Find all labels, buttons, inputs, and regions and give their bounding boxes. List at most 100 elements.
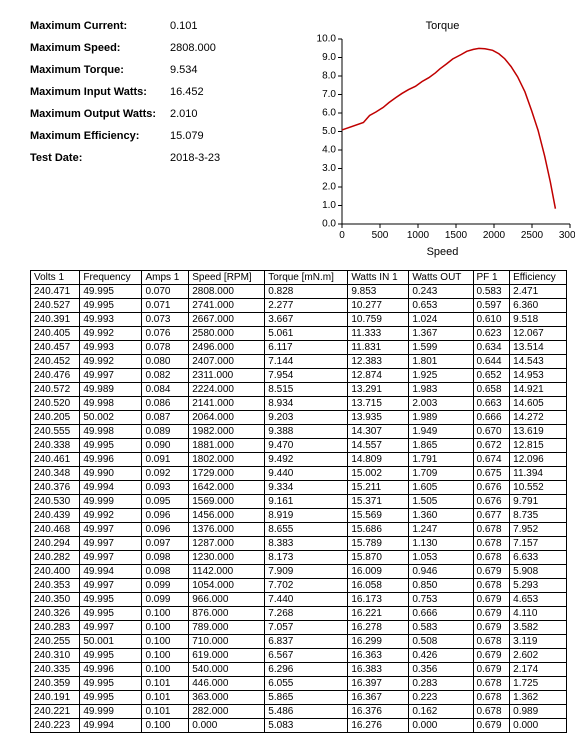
table-cell: 7.057 — [265, 621, 348, 635]
table-cell: 49.997 — [80, 551, 142, 565]
table-cell: 49.997 — [80, 579, 142, 593]
table-cell: 446.000 — [189, 677, 265, 691]
table-row: 240.35349.9970.0991054.0007.70216.0580.8… — [31, 579, 567, 593]
table-cell: 240.555 — [31, 425, 80, 439]
table-cell: 6.360 — [510, 299, 567, 313]
table-cell: 49.995 — [80, 649, 142, 663]
table-cell: 1569.000 — [189, 495, 265, 509]
table-cell: 49.997 — [80, 523, 142, 537]
table-cell: 16.278 — [348, 621, 409, 635]
table-cell: 0.000 — [189, 719, 265, 733]
table-cell: 9.334 — [265, 481, 348, 495]
table-cell: 0.676 — [473, 481, 510, 495]
table-cell: 1230.000 — [189, 551, 265, 565]
table-cell: 0.093 — [142, 481, 189, 495]
table-cell: 1.247 — [409, 523, 473, 537]
table-cell: 2.471 — [510, 285, 567, 299]
table-cell: 7.268 — [265, 607, 348, 621]
table-cell: 0.679 — [473, 565, 510, 579]
table-cell: 10.759 — [348, 313, 409, 327]
table-cell: 1.865 — [409, 439, 473, 453]
table-cell: 14.272 — [510, 411, 567, 425]
table-cell: 0.070 — [142, 285, 189, 299]
table-cell: 16.383 — [348, 663, 409, 677]
table-row: 240.28249.9970.0981230.0008.17315.8701.0… — [31, 551, 567, 565]
table-cell: 3.667 — [265, 313, 348, 327]
table-cell: 240.221 — [31, 705, 80, 719]
table-cell: 1376.000 — [189, 523, 265, 537]
table-cell: 0.753 — [409, 593, 473, 607]
table-cell: 1.024 — [409, 313, 473, 327]
svg-text:8.0: 8.0 — [322, 71, 336, 82]
table-cell: 240.527 — [31, 299, 80, 313]
table-cell: 49.992 — [80, 355, 142, 369]
table-cell: 16.221 — [348, 607, 409, 621]
table-cell: 49.995 — [80, 607, 142, 621]
table-cell: 3.119 — [510, 635, 567, 649]
summary-label: Maximum Input Watts: — [30, 86, 170, 98]
table-cell: 8.934 — [265, 397, 348, 411]
table-cell: 6.567 — [265, 649, 348, 663]
table-cell: 16.367 — [348, 691, 409, 705]
table-cell: 240.255 — [31, 635, 80, 649]
table-cell: 0.092 — [142, 467, 189, 481]
table-cell: 6.633 — [510, 551, 567, 565]
table-cell: 0.162 — [409, 705, 473, 719]
table-cell: 2.174 — [510, 663, 567, 677]
table-cell: 10.277 — [348, 299, 409, 313]
column-header: Speed [RPM] — [189, 271, 265, 285]
table-cell: 12.096 — [510, 453, 567, 467]
table-cell: 8.919 — [265, 509, 348, 523]
table-cell: 49.995 — [80, 439, 142, 453]
table-cell: 0.828 — [265, 285, 348, 299]
table-cell: 0.098 — [142, 551, 189, 565]
table-cell: 0.678 — [473, 537, 510, 551]
table-cell: 13.715 — [348, 397, 409, 411]
table-cell: 0.653 — [409, 299, 473, 313]
column-header: Torque [mN.m] — [265, 271, 348, 285]
table-cell: 1.725 — [510, 677, 567, 691]
table-cell: 363.000 — [189, 691, 265, 705]
table-cell: 5.908 — [510, 565, 567, 579]
table-cell: 9.791 — [510, 495, 567, 509]
table-cell: 6.837 — [265, 635, 348, 649]
table-cell: 2741.000 — [189, 299, 265, 313]
table-cell: 0.090 — [142, 439, 189, 453]
table-cell: 0.100 — [142, 663, 189, 677]
table-cell: 11.333 — [348, 327, 409, 341]
table-cell: 13.514 — [510, 341, 567, 355]
table-cell: 0.100 — [142, 649, 189, 663]
table-cell: 1.925 — [409, 369, 473, 383]
table-cell: 9.492 — [265, 453, 348, 467]
table-cell: 0.652 — [473, 369, 510, 383]
table-cell: 0.658 — [473, 383, 510, 397]
table-cell: 50.001 — [80, 635, 142, 649]
table-cell: 0.679 — [473, 593, 510, 607]
table-cell: 1.605 — [409, 481, 473, 495]
summary-value: 0.101 — [170, 20, 198, 32]
table-cell: 2064.000 — [189, 411, 265, 425]
table-cell: 1.949 — [409, 425, 473, 439]
table-cell: 0.101 — [142, 691, 189, 705]
table-cell: 0.675 — [473, 467, 510, 481]
table-row: 240.46149.9960.0911802.0009.49214.8091.7… — [31, 453, 567, 467]
table-cell: 14.557 — [348, 439, 409, 453]
table-row: 240.52749.9950.0712741.0002.27710.2770.6… — [31, 299, 567, 313]
table-cell: 0.223 — [409, 691, 473, 705]
table-cell: 4.110 — [510, 607, 567, 621]
table-cell: 0.644 — [473, 355, 510, 369]
table-cell: 15.686 — [348, 523, 409, 537]
table-cell: 1729.000 — [189, 467, 265, 481]
table-cell: 15.002 — [348, 467, 409, 481]
table-row: 240.25550.0010.100710.0006.83716.2990.50… — [31, 635, 567, 649]
table-cell: 240.294 — [31, 537, 80, 551]
svg-text:2.0: 2.0 — [322, 182, 336, 193]
table-row: 240.22349.9940.1000.0005.08316.2760.0000… — [31, 719, 567, 733]
table-cell: 49.995 — [80, 299, 142, 313]
table-cell: 2496.000 — [189, 341, 265, 355]
column-header: Watts IN 1 — [348, 271, 409, 285]
table-cell: 49.992 — [80, 509, 142, 523]
table-cell: 2141.000 — [189, 397, 265, 411]
table-cell: 14.605 — [510, 397, 567, 411]
table-cell: 240.439 — [31, 509, 80, 523]
